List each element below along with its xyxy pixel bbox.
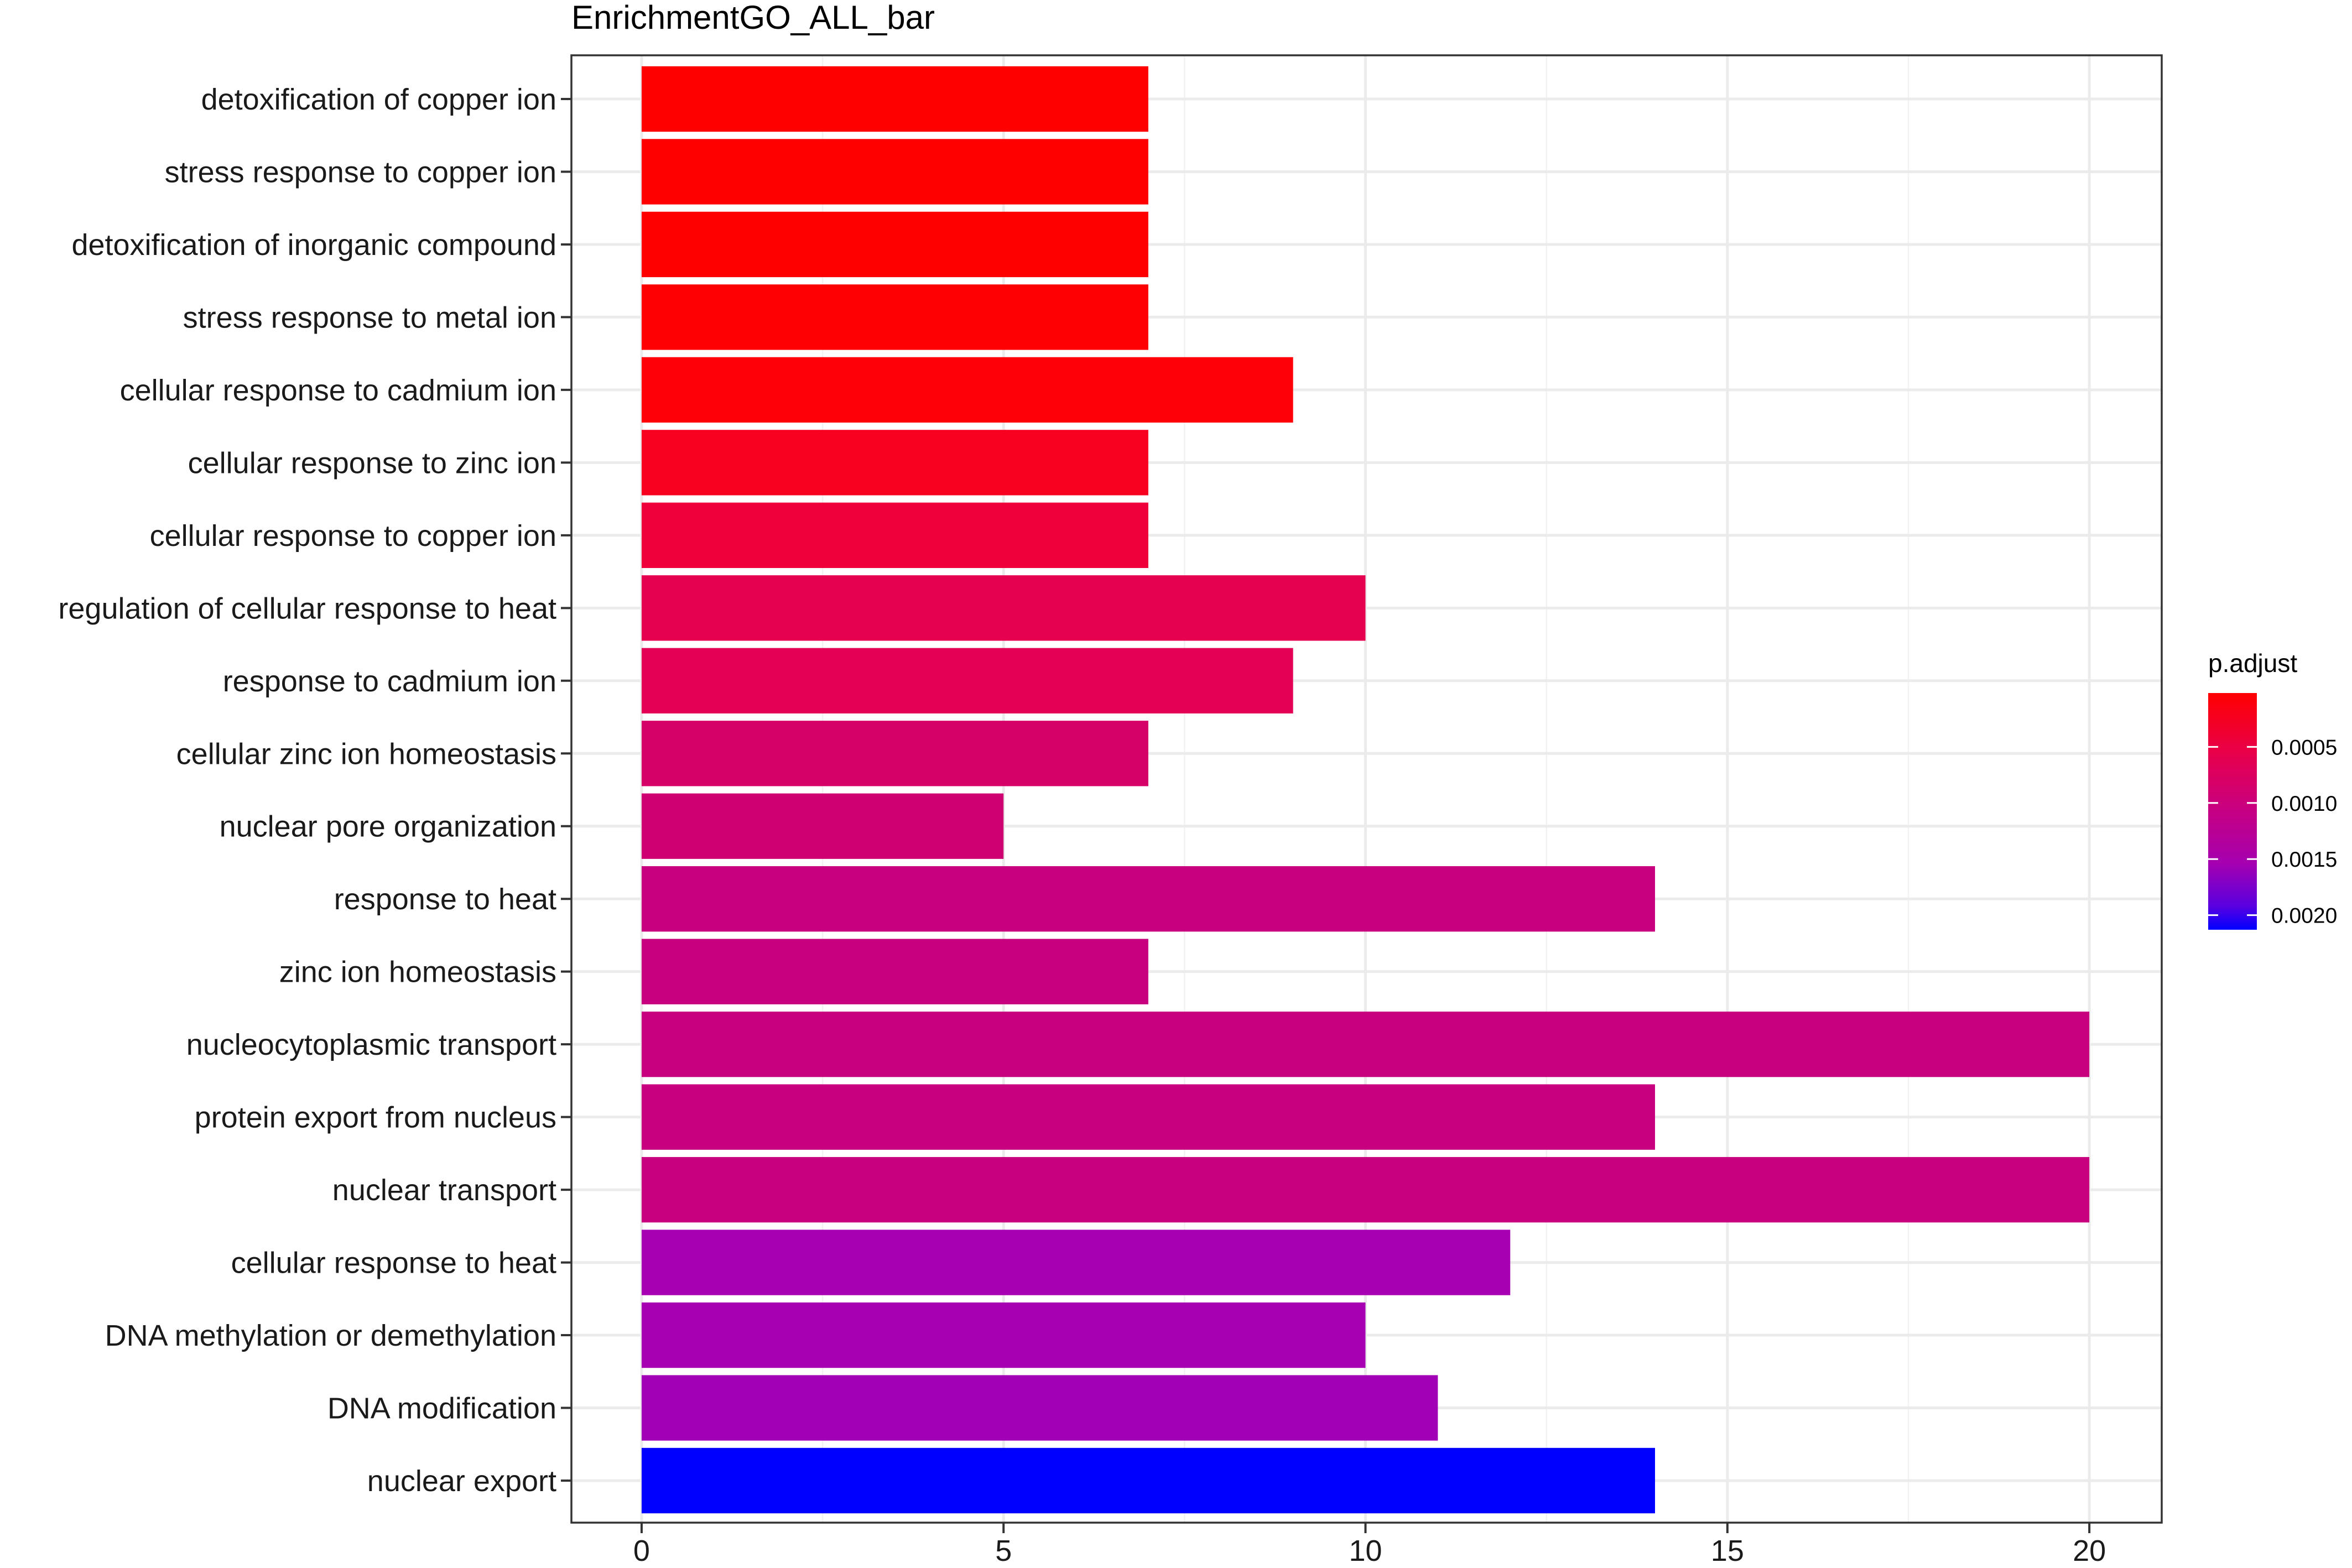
y-tick-label: nuclear transport: [332, 1174, 556, 1207]
y-tick-label: nuclear export: [367, 1465, 556, 1498]
bar: [641, 284, 1148, 350]
grid-lines: [571, 55, 2162, 1523]
y-tick-label: response to heat: [334, 883, 556, 916]
legend-title: p.adjust: [2208, 649, 2297, 678]
bar: [641, 575, 1366, 641]
bar: [641, 502, 1148, 569]
y-tick-label: detoxification of copper ion: [201, 83, 556, 116]
bar: [641, 1084, 1655, 1150]
y-tick-label: regulation of cellular response to heat: [58, 592, 556, 625]
bar: [641, 648, 1293, 713]
legend-tick-label: 0.0020: [2271, 904, 2337, 928]
y-tick-label: nucleocytoplasmic transport: [186, 1028, 556, 1061]
y-tick-label: cellular response to heat: [231, 1247, 556, 1280]
bar: [641, 1011, 2090, 1077]
y-tick-label: protein export from nucleus: [195, 1101, 556, 1134]
y-tick-label: response to cadmium ion: [223, 665, 556, 698]
bars: [641, 66, 2090, 1514]
x-tick-label: 20: [2073, 1534, 2106, 1567]
bar: [641, 430, 1148, 496]
bar: [641, 211, 1148, 278]
bar: [641, 357, 1293, 423]
y-tick-label: DNA methylation or demethylation: [105, 1319, 556, 1352]
x-axis: 0 5 10 15 20: [633, 1523, 2106, 1567]
y-tick-label: zinc ion homeostasis: [279, 956, 556, 989]
bar: [641, 1302, 1366, 1368]
chart-title: EnrichmentGO_ALL_bar: [571, 0, 935, 36]
y-tick-label: cellular response to copper ion: [150, 519, 556, 553]
x-tick-label: 10: [1349, 1534, 1382, 1567]
bar: [641, 721, 1148, 786]
y-axis: detoxification of copper ion stress respo…: [58, 83, 571, 1498]
legend-colorbar: [2208, 693, 2257, 930]
x-tick-label: 0: [633, 1534, 650, 1567]
bar: [641, 66, 1148, 132]
legend-tick-label: 0.0005: [2271, 736, 2337, 759]
bar: [641, 1447, 1655, 1514]
legend: p.adjust 0.0005 0.0010 0.0015 0.0020: [2208, 649, 2337, 930]
bar: [641, 1230, 1511, 1295]
bar: [641, 1157, 2090, 1223]
x-tick-label: 5: [995, 1534, 1012, 1567]
y-tick-label: nuclear pore organization: [220, 810, 556, 843]
bar: [641, 793, 1004, 859]
y-tick-label: DNA modification: [327, 1392, 556, 1425]
y-tick-label: cellular response to cadmium ion: [120, 374, 556, 407]
legend-tick-label: 0.0015: [2271, 848, 2337, 872]
y-tick-label: stress response to copper ion: [165, 155, 556, 189]
y-tick-label: stress response to metal ion: [183, 301, 556, 334]
y-tick-label: cellular response to zinc ion: [188, 446, 556, 480]
bar: [641, 139, 1148, 205]
bar: [641, 866, 1655, 932]
y-tick-label: detoxification of inorganic compound: [71, 228, 556, 262]
bar: [641, 939, 1148, 1004]
y-tick-label: cellular zinc ion homeostasis: [176, 737, 556, 770]
legend-tick-label: 0.0010: [2271, 792, 2337, 816]
x-tick-label: 15: [1711, 1534, 1744, 1567]
bar: [641, 1375, 1438, 1441]
